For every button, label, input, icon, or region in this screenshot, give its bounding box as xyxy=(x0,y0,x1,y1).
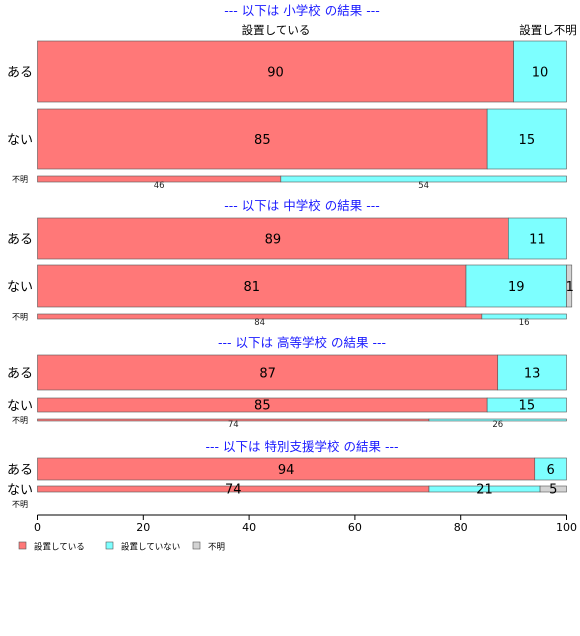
data-label: 11 xyxy=(529,233,546,248)
row-2: ない 85 15 xyxy=(7,397,567,414)
data-label: 6 xyxy=(546,463,554,478)
data-label: 81 xyxy=(243,280,260,295)
header-label-set: 設置している xyxy=(242,23,311,37)
x-tick-label: 20 xyxy=(136,521,150,534)
bar-segment xyxy=(481,313,567,320)
row-label: ある xyxy=(7,367,33,382)
data-label: 15 xyxy=(519,133,536,148)
data-label: 87 xyxy=(259,367,276,382)
legend-item: 不明 xyxy=(192,541,225,553)
data-label: 5 xyxy=(549,483,557,498)
row-3: 不明 84 16 xyxy=(12,313,567,328)
data-label: 89 xyxy=(265,233,282,248)
legend-swatch xyxy=(192,541,201,550)
data-label: 94 xyxy=(278,463,295,478)
header-label-unknown: 設置し不明 xyxy=(519,23,577,37)
row-label: ない xyxy=(7,280,33,295)
data-label: 19 xyxy=(508,280,525,295)
x-tick-label: 0 xyxy=(34,521,41,534)
bar-segment xyxy=(37,217,509,260)
row-2: ない 74 21 5 xyxy=(7,483,567,498)
x-axis: 0 20 40 60 80 100 xyxy=(34,514,577,534)
row-label: 不明 xyxy=(12,416,28,425)
x-tick-label: 100 xyxy=(556,521,577,534)
row-label: ある xyxy=(7,233,33,248)
x-tick-label: 80 xyxy=(454,521,468,534)
bar-segment xyxy=(280,175,567,183)
row-1: ある 94 6 xyxy=(7,457,567,481)
section-1: --- 以下は 小学校 の結果 --- ある 90 10 ない 85 15 不明 46 54 xyxy=(7,3,567,191)
row-2: ない 81 19 1 xyxy=(7,264,574,308)
legend-swatch xyxy=(18,541,27,550)
bar-segment xyxy=(497,354,567,391)
row-1: ある 87 13 xyxy=(7,354,567,391)
row-label: ない xyxy=(7,399,33,414)
section-title: --- 以下は 中学校 の結果 --- xyxy=(224,198,379,213)
section-4: --- 以下は 特別支援学校 の結果 --- ある 94 6 ない 74 21 5 不明 xyxy=(7,439,567,509)
row-3: 不明 46 54 xyxy=(12,175,567,191)
row-label: 不明 xyxy=(12,175,28,184)
row-label: 不明 xyxy=(12,313,28,322)
bar-segment xyxy=(486,397,567,413)
row-3: 不明 xyxy=(12,500,28,509)
data-label: 15 xyxy=(519,399,536,414)
row-2: ない 85 15 xyxy=(7,108,567,170)
data-label: 1 xyxy=(566,280,574,295)
section-3: --- 以下は 高等学校 の結果 --- ある 87 13 ない 85 15 不明 74 26 xyxy=(7,335,567,430)
data-label: 85 xyxy=(254,133,271,148)
row-label: ない xyxy=(7,133,33,148)
legend-label: 設置していない xyxy=(121,542,180,553)
data-label: 84 xyxy=(254,318,265,328)
column-header-labels: 設置している 設置し不明 xyxy=(242,23,577,37)
bar-segment xyxy=(465,264,567,308)
row-1: ある 90 10 xyxy=(7,40,567,103)
bar-segment xyxy=(539,485,567,493)
bar-segment xyxy=(534,457,567,481)
bar-segment xyxy=(428,418,567,422)
section-title: --- 以下は 特別支援学校 の結果 --- xyxy=(206,439,399,454)
legend-item: 設置していない xyxy=(105,541,180,553)
bar-segment xyxy=(37,264,467,308)
row-1: ある 89 11 xyxy=(7,217,567,260)
section-title: --- 以下は 高等学校 の結果 --- xyxy=(218,335,386,350)
row-label: ある xyxy=(7,463,33,478)
legend-label: 設置している xyxy=(34,542,85,553)
section-2: --- 以下は 中学校 の結果 --- ある 89 11 ない 81 19 1 不明 84 16 xyxy=(7,198,574,328)
x-tick-label: 40 xyxy=(242,521,256,534)
data-label: 74 xyxy=(225,483,242,498)
bar-segment xyxy=(37,108,488,170)
bar-segment xyxy=(37,40,514,103)
data-label: 13 xyxy=(524,367,541,382)
bar-segment xyxy=(486,108,567,170)
legend-swatch xyxy=(105,541,114,550)
row-label: ある xyxy=(7,66,33,81)
bar-segment xyxy=(37,354,499,391)
legend-label: 不明 xyxy=(208,543,225,553)
data-label: 90 xyxy=(267,66,284,81)
legend-item: 設置している xyxy=(18,541,85,553)
data-label: 16 xyxy=(519,318,530,328)
bar-segment xyxy=(566,264,573,308)
x-tick-label: 60 xyxy=(348,521,362,534)
row-label: ない xyxy=(7,483,33,498)
section-title: --- 以下は 小学校 の結果 --- xyxy=(224,3,379,18)
data-label: 21 xyxy=(476,483,493,498)
data-label: 85 xyxy=(254,399,271,414)
data-label: 54 xyxy=(418,181,429,191)
row-3: 不明 74 26 xyxy=(12,416,567,430)
bar-segment xyxy=(508,217,567,260)
data-label: 74 xyxy=(228,420,239,430)
row-label: 不明 xyxy=(12,500,28,509)
bar-segment xyxy=(513,40,567,103)
legend: 設置している 設置していない 不明 xyxy=(18,541,225,553)
data-label: 26 xyxy=(492,420,503,430)
data-label: 10 xyxy=(532,66,549,81)
data-label: 46 xyxy=(154,181,165,191)
